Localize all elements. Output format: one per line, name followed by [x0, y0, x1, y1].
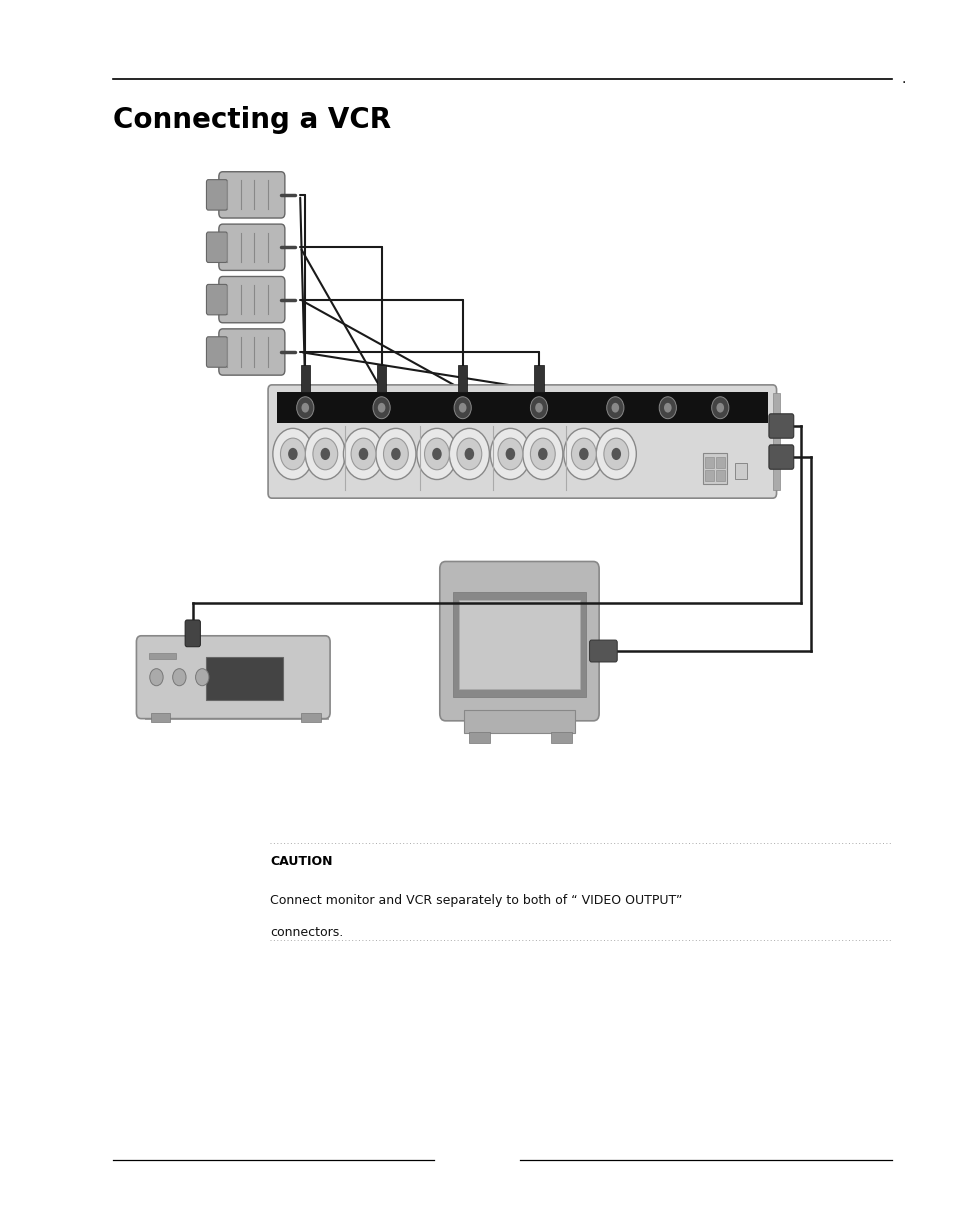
- Circle shape: [611, 403, 618, 413]
- Bar: [702, 453, 726, 484]
- Circle shape: [530, 397, 547, 419]
- Circle shape: [663, 403, 671, 413]
- Circle shape: [535, 403, 542, 413]
- Circle shape: [195, 669, 209, 686]
- Circle shape: [596, 429, 636, 480]
- FancyBboxPatch shape: [218, 329, 285, 375]
- Circle shape: [659, 397, 676, 419]
- Circle shape: [606, 397, 623, 419]
- Circle shape: [432, 448, 441, 460]
- Bar: [453, 592, 585, 697]
- FancyBboxPatch shape: [206, 231, 227, 263]
- Circle shape: [416, 429, 456, 480]
- Circle shape: [172, 669, 186, 686]
- Bar: [716, 470, 724, 481]
- Circle shape: [296, 397, 314, 419]
- Circle shape: [458, 403, 466, 413]
- FancyBboxPatch shape: [768, 414, 793, 438]
- FancyBboxPatch shape: [439, 561, 598, 721]
- Circle shape: [522, 429, 562, 480]
- Circle shape: [383, 438, 408, 470]
- FancyBboxPatch shape: [206, 284, 227, 314]
- FancyBboxPatch shape: [218, 276, 285, 323]
- FancyBboxPatch shape: [268, 385, 776, 498]
- Text: CAUTION: CAUTION: [270, 855, 333, 868]
- Bar: [468, 732, 489, 743]
- Circle shape: [563, 429, 603, 480]
- FancyBboxPatch shape: [136, 636, 330, 719]
- Circle shape: [711, 397, 728, 419]
- Circle shape: [456, 438, 481, 470]
- Bar: [206, 658, 283, 700]
- Circle shape: [454, 397, 471, 419]
- Bar: [301, 713, 320, 722]
- FancyBboxPatch shape: [218, 172, 285, 218]
- Bar: [772, 393, 780, 490]
- Circle shape: [449, 429, 489, 480]
- Circle shape: [377, 403, 385, 413]
- Bar: [276, 392, 767, 424]
- Circle shape: [375, 429, 416, 480]
- Circle shape: [603, 438, 628, 470]
- Circle shape: [464, 448, 474, 460]
- Circle shape: [490, 429, 530, 480]
- Circle shape: [280, 438, 305, 470]
- Circle shape: [343, 429, 383, 480]
- Circle shape: [288, 448, 297, 460]
- FancyBboxPatch shape: [206, 179, 227, 209]
- Circle shape: [373, 397, 390, 419]
- Circle shape: [497, 438, 522, 470]
- Circle shape: [424, 438, 449, 470]
- Bar: [704, 470, 713, 481]
- Bar: [457, 365, 467, 392]
- Bar: [704, 457, 713, 468]
- FancyBboxPatch shape: [589, 641, 617, 663]
- Bar: [463, 710, 575, 733]
- Bar: [151, 713, 170, 722]
- Circle shape: [391, 448, 400, 460]
- Text: .: .: [901, 72, 905, 86]
- Circle shape: [505, 448, 515, 460]
- Circle shape: [320, 448, 330, 460]
- Circle shape: [716, 403, 723, 413]
- Circle shape: [301, 403, 309, 413]
- Circle shape: [611, 448, 620, 460]
- Circle shape: [150, 669, 163, 686]
- Circle shape: [578, 448, 588, 460]
- Bar: [534, 365, 543, 392]
- Circle shape: [305, 429, 345, 480]
- Bar: [458, 600, 579, 689]
- Bar: [145, 711, 329, 720]
- Circle shape: [537, 448, 547, 460]
- Circle shape: [530, 438, 555, 470]
- Circle shape: [351, 438, 375, 470]
- Text: connectors.: connectors.: [270, 926, 343, 939]
- Circle shape: [313, 438, 337, 470]
- Bar: [734, 463, 746, 479]
- Circle shape: [273, 429, 313, 480]
- Circle shape: [571, 438, 596, 470]
- Text: Connect monitor and VCR separately to both of “ VIDEO OUTPUT”: Connect monitor and VCR separately to bo…: [270, 894, 681, 907]
- FancyBboxPatch shape: [206, 336, 227, 368]
- Circle shape: [358, 448, 368, 460]
- Bar: [716, 457, 724, 468]
- Bar: [300, 365, 310, 392]
- Bar: [149, 653, 175, 659]
- FancyBboxPatch shape: [768, 445, 793, 469]
- FancyBboxPatch shape: [218, 224, 285, 270]
- Bar: [551, 732, 572, 743]
- FancyBboxPatch shape: [185, 620, 200, 647]
- Bar: [376, 365, 386, 392]
- Text: Connecting a VCR: Connecting a VCR: [112, 106, 391, 134]
